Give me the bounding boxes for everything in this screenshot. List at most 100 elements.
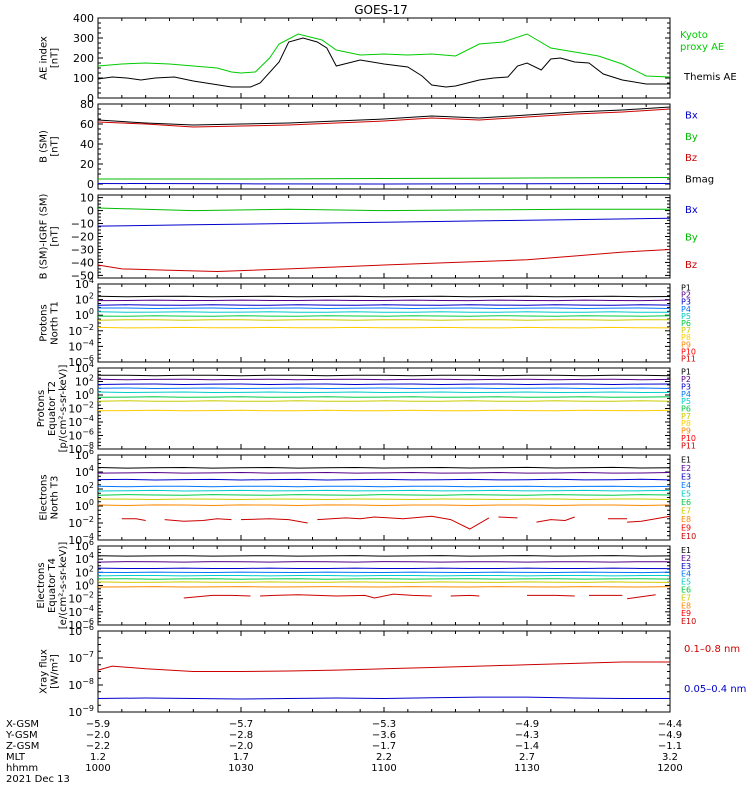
y-axis-label: [nT]	[50, 48, 61, 68]
ephemeris-value: 1030	[228, 763, 253, 774]
y-tick-label: 100	[73, 72, 94, 85]
legend-label: E4	[681, 481, 691, 490]
y-tick-label: 10−8	[68, 441, 94, 456]
series-line	[97, 304, 671, 306]
y-tick-label: 104	[75, 360, 94, 375]
y-axis-label: North T1	[50, 301, 61, 345]
y-tick-label: 0	[87, 205, 94, 218]
y-tick-label: −20	[71, 231, 94, 244]
y-tick-label: 102	[75, 292, 94, 307]
y-tick-label: −30	[71, 243, 94, 256]
series-line	[183, 594, 251, 599]
y-axis-label: [e/(cm²-s-sr-keV)]	[58, 542, 69, 630]
y-tick-label: 10−6	[68, 623, 94, 638]
y-tick-label: 10−2	[68, 591, 94, 606]
legend-label: Bx	[685, 111, 698, 122]
series-line	[97, 494, 671, 496]
y-tick-label: −10	[71, 218, 94, 231]
plot-title: GOES-17	[354, 3, 408, 17]
legend-label: P11	[681, 441, 696, 450]
ephemeris-table: X-GSM −5.9 −5.7 −5.3 −4.9 −4.4Y-GSM −2.0 −2.8 −3…	[5, 719, 683, 785]
y-tick-label: 10−4	[68, 604, 94, 619]
y-axis-label: North T3	[50, 476, 61, 520]
series-line	[97, 326, 671, 329]
ephemeris-value: 1.2	[90, 752, 106, 763]
y-tick-label: 100	[75, 307, 94, 322]
y-tick-label: 10−6	[68, 617, 94, 632]
series-line	[97, 489, 671, 492]
y-tick-label: 102	[75, 564, 94, 579]
legend-label: E5	[681, 489, 691, 498]
y-tick-label: 40	[80, 138, 94, 151]
ephemeris-value: −4.9	[515, 719, 539, 730]
ephemeris-value: −5.9	[86, 719, 110, 730]
ephemeris-value: −1.7	[372, 741, 396, 752]
y-tick-label: 10−4	[68, 338, 94, 353]
legend-label: E10	[681, 617, 696, 626]
series-line	[536, 516, 575, 523]
y-tick-label: 300	[73, 32, 94, 45]
series-line	[97, 108, 671, 128]
legend-label: P4	[681, 305, 691, 314]
y-tick-label: 0	[87, 92, 94, 105]
ephemeris-value: 3.2	[662, 752, 678, 763]
legend-label: P2	[681, 291, 691, 300]
y-tick-label: 104	[75, 464, 94, 479]
series-line	[164, 518, 232, 522]
legend-label: Bz	[685, 260, 697, 271]
legend-label: P3	[681, 382, 691, 391]
legend-label: By	[685, 233, 698, 244]
y-tick-label: 102	[75, 481, 94, 496]
date-label: 2021 Dec 13	[6, 774, 70, 785]
y-axis-label: Protons	[39, 304, 50, 341]
legend-label: E7	[681, 506, 691, 515]
y-tick-label: 100	[75, 498, 94, 513]
series-line	[97, 498, 671, 501]
series-line	[97, 578, 671, 580]
y-tick-label: 100	[75, 578, 94, 593]
ephemeris-value: 2.2	[376, 752, 392, 763]
legend-label: E3	[681, 472, 691, 481]
series-line	[97, 504, 671, 507]
y-tick-label: 106	[75, 447, 94, 462]
legend-label: E9	[681, 523, 691, 532]
ephemeris-row-label: MLT	[6, 752, 26, 763]
y-tick-label: 10−6	[68, 428, 94, 443]
panel-bigrf: 100−10−20−30−40−50 B (SM)-IGRF (SM) [nT] Bx…	[39, 192, 698, 283]
y-tick-label: 10−2	[68, 323, 94, 338]
y-tick-label: 10−2	[68, 401, 94, 416]
legend-label: P5	[681, 397, 691, 406]
legend-label: E1	[681, 546, 691, 555]
legend-label: P2	[681, 375, 691, 384]
y-tick-label: 10−4	[68, 414, 94, 429]
ephemeris-value: 1130	[514, 763, 539, 774]
y-tick-label: −40	[71, 256, 94, 269]
legend-label: Themis AE	[683, 72, 737, 83]
y-axis-label: Electrons	[39, 474, 50, 520]
y-tick-label: 10−2	[68, 515, 94, 530]
series-line	[97, 466, 671, 469]
series-line	[97, 319, 670, 321]
y-tick-label: 106	[75, 538, 94, 553]
legend-label: P6	[681, 405, 691, 414]
series-line	[240, 518, 308, 524]
legend-label: P10	[681, 347, 696, 356]
y-axis-label: [p/(cm²-s-sr-keV)]	[58, 365, 69, 453]
legend-label: 0.05–0.4 nm	[684, 684, 746, 695]
panel-xray: 10−6 10−7 10−8 10−9 Xray flux [W/m²] 0.1–0.8 n…	[39, 623, 747, 719]
legend-label: P7	[681, 326, 691, 335]
y-axis-label: B (SM)	[39, 130, 50, 163]
legend-label: Bz	[685, 153, 697, 164]
ephemeris-value: −2.8	[229, 730, 253, 741]
series-line	[527, 594, 575, 597]
series-line	[97, 391, 671, 394]
ephemeris-value: −2.0	[86, 730, 110, 741]
y-tick-label: 10−9	[68, 704, 94, 719]
ephemeris-row-label: X-GSM	[6, 719, 39, 730]
series-line	[317, 515, 490, 530]
y-axis-label: Equator T2	[47, 381, 58, 436]
legend-label: P1	[681, 284, 691, 293]
legend-label: P8	[681, 333, 691, 342]
